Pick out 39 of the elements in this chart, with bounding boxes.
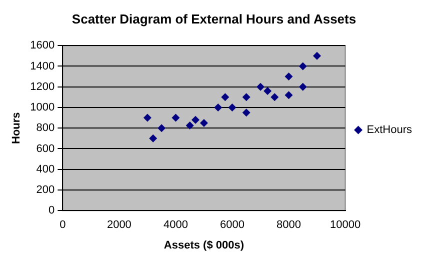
y-tick-label: 200 [36, 184, 55, 196]
point [313, 52, 322, 60]
x-tick-label: 2000 [106, 219, 132, 232]
y-tick-label: 600 [36, 142, 55, 155]
point [158, 124, 166, 132]
y-tick-label: 1600 [30, 40, 55, 52]
x-tick-label: 6000 [220, 219, 244, 232]
chart-title: Scatter Diagram of External Hours and Assets [72, 11, 356, 26]
x-tick-label: 0 [60, 219, 66, 232]
y-tick-label: 1200 [30, 80, 55, 93]
x-tick-label: 10000 [330, 219, 361, 232]
point [242, 93, 250, 102]
point [284, 91, 293, 100]
point [191, 116, 200, 124]
y-tick-label: 1400 [30, 60, 55, 72]
y-tick-label: 800 [36, 122, 55, 134]
x-tick-label: 8000 [276, 219, 301, 232]
point [264, 86, 272, 95]
y-tick-label: 400 [36, 163, 55, 176]
y-tick-label: 0 [48, 204, 55, 217]
point [242, 108, 250, 117]
y-tick-label: 1000 [30, 102, 55, 114]
point [149, 134, 158, 142]
point [143, 114, 152, 122]
point [298, 82, 307, 91]
point [284, 72, 293, 81]
point [221, 93, 230, 102]
point [298, 62, 307, 70]
point [172, 114, 180, 122]
y-axis-title: Hours [10, 112, 23, 144]
x-axis-title: Assets ($ 000s) [164, 239, 244, 252]
point [200, 118, 208, 127]
point [214, 103, 222, 112]
x-tick-label: 4000 [163, 219, 188, 232]
point [256, 82, 264, 91]
point [186, 122, 194, 130]
legend-label: ExtHours [366, 124, 412, 136]
point [228, 103, 236, 112]
point [270, 93, 279, 102]
